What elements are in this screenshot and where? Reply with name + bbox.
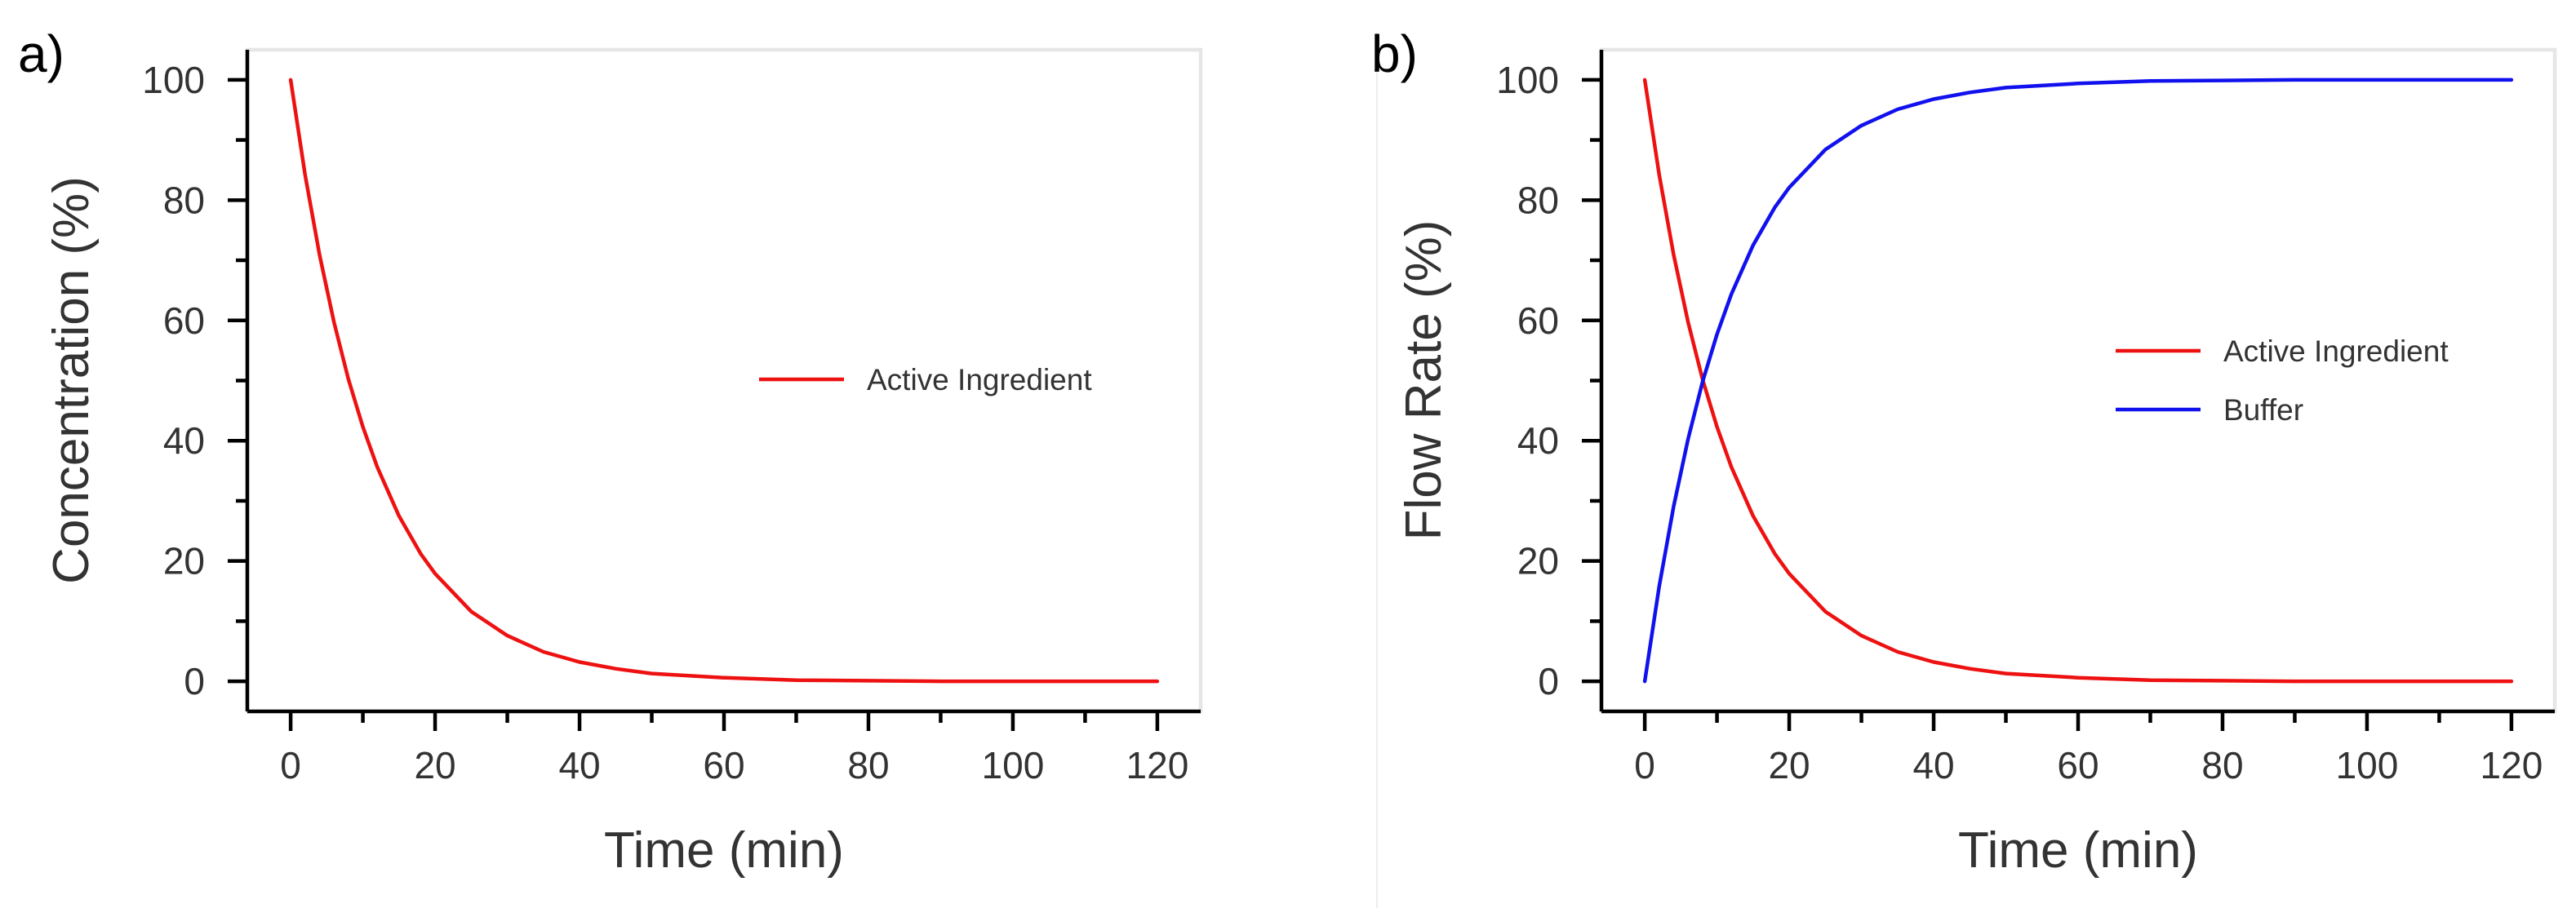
series-group bbox=[288, 78, 1160, 684]
y-tick-label: 80 bbox=[163, 179, 205, 221]
series-line-buffer bbox=[1642, 78, 2514, 684]
x-tick-label: 80 bbox=[847, 744, 889, 786]
x-tick-label: 0 bbox=[1634, 744, 1655, 786]
chart-panel-a: a) 0 20 40 60 80 100 120 0 20 40 60 80 100 Time (min… bbox=[18, 24, 1203, 879]
y-tick-label: 80 bbox=[1517, 179, 1559, 221]
y-tick-label: 0 bbox=[1538, 660, 1559, 702]
series-line-active-ingredient bbox=[288, 78, 1160, 684]
y-tick-label: 40 bbox=[163, 419, 205, 462]
x-tick-label: 0 bbox=[280, 744, 301, 786]
x-axis-title: Time (min) bbox=[1958, 822, 2198, 879]
plot-frame bbox=[1599, 47, 2557, 714]
y-tick-label: 100 bbox=[1496, 59, 1559, 101]
x-axis-title: Time (min) bbox=[604, 822, 844, 879]
x-tick-label: 100 bbox=[2336, 744, 2399, 786]
y-axis-title: Flow Rate (%) bbox=[1396, 220, 1452, 541]
x-tick-label: 120 bbox=[1126, 744, 1189, 786]
chart-panel-b: b) 0 20 40 60 80 100 120 0 20 40 60 80 100 Time (min… bbox=[1371, 24, 2557, 879]
x-tick-label: 80 bbox=[2201, 744, 2243, 786]
series-line-active-ingredient bbox=[1642, 78, 2514, 684]
series-group bbox=[1642, 78, 2514, 684]
legend-label-active-ingredient: Active Ingredient bbox=[2223, 334, 2449, 368]
x-tick-label: 60 bbox=[2057, 744, 2099, 786]
legend: Active Ingredient Buffer bbox=[2116, 334, 2449, 427]
y-tick-label: 100 bbox=[142, 59, 205, 101]
x-tick-label: 100 bbox=[982, 744, 1045, 786]
y-axis-title: Concentration (%) bbox=[43, 176, 100, 584]
x-tick-label: 40 bbox=[1912, 744, 1954, 786]
x-tick-label: 120 bbox=[2481, 744, 2543, 786]
y-tick-label: 60 bbox=[1517, 299, 1559, 342]
y-tick-label: 60 bbox=[163, 299, 205, 342]
y-tick-label: 20 bbox=[163, 540, 205, 582]
x-tick-label: 20 bbox=[414, 744, 455, 786]
tick-group: 0 20 40 60 80 100 120 0 20 40 60 80 100 bbox=[142, 59, 1188, 786]
legend-label-active-ingredient: Active Ingredient bbox=[867, 363, 1092, 396]
y-tick-label: 0 bbox=[184, 660, 205, 702]
y-tick-label: 40 bbox=[1517, 419, 1559, 462]
x-tick-label: 40 bbox=[558, 744, 600, 786]
x-tick-label: 20 bbox=[1768, 744, 1810, 786]
legend-label-buffer: Buffer bbox=[2223, 393, 2303, 427]
y-tick-label: 20 bbox=[1517, 540, 1559, 582]
panel-label: b) bbox=[1371, 24, 1418, 83]
tick-group: 0 20 40 60 80 100 120 0 20 40 60 80 100 bbox=[1496, 59, 2543, 786]
panel-label: a) bbox=[18, 24, 64, 83]
x-tick-label: 60 bbox=[703, 744, 744, 786]
legend: Active Ingredient bbox=[759, 363, 1092, 396]
